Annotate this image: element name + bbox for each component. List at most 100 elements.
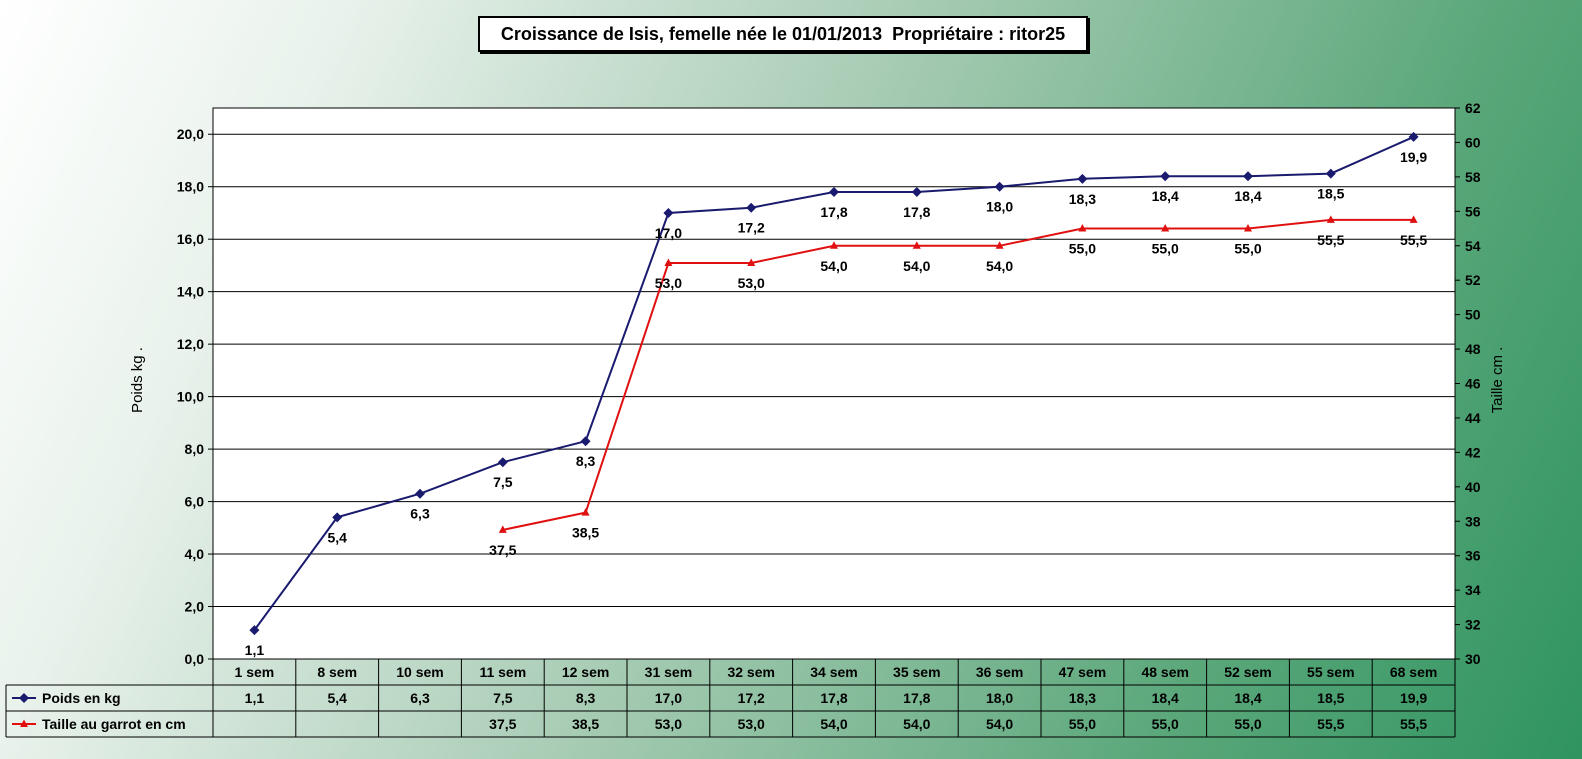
data-point — [1408, 131, 1419, 142]
table-cell: 18,5 — [1317, 690, 1344, 706]
data-label: 55,5 — [1317, 232, 1344, 248]
category-label: 10 sem — [396, 664, 443, 680]
table-cell: 55,0 — [1152, 716, 1179, 732]
legend-entry: Poids en kg — [42, 690, 121, 706]
right-tick-label: 34 — [1465, 582, 1481, 598]
table-cell: 6,3 — [410, 690, 430, 706]
table-cell: 17,8 — [903, 690, 930, 706]
data-label: 17,8 — [903, 204, 930, 220]
data-point — [994, 181, 1005, 192]
data-label: 55,0 — [1234, 241, 1261, 257]
data-table: 1 sem 8 sem 10 sem 11 sem 12 sem 31 sem 32 sem… — [5, 659, 1456, 738]
category-label: 68 sem — [1390, 664, 1437, 680]
table-cell: 18,4 — [1152, 690, 1179, 706]
data-point — [332, 512, 343, 523]
category-label: 12 sem — [562, 664, 609, 680]
data-label: 54,0 — [903, 258, 930, 274]
table-cell: 55,0 — [1234, 716, 1261, 732]
data-point — [664, 258, 673, 266]
category-label: 55 sem — [1307, 664, 1354, 680]
plot-area — [212, 107, 1456, 660]
left-tick-label: 4,0 — [185, 546, 205, 562]
category-label: 1 sem — [235, 664, 275, 680]
table-cell: 5,4 — [327, 690, 347, 706]
category-label: 8 sem — [317, 664, 357, 680]
data-label: 19,9 — [1400, 149, 1427, 165]
legend-entry: Taille au garrot en cm — [42, 716, 186, 732]
right-tick-label: 38 — [1465, 513, 1481, 529]
data-label: 18,0 — [986, 199, 1013, 215]
right-tick-label: 62 — [1465, 100, 1481, 116]
right-tick-label: 30 — [1465, 651, 1481, 667]
left-tick-label: 18,0 — [177, 179, 204, 195]
table-cell: 38,5 — [572, 716, 599, 732]
gridlines — [213, 133, 1455, 608]
data-point — [830, 241, 838, 249]
data-point — [1326, 215, 1335, 223]
data-label: 8,3 — [576, 453, 596, 469]
data-point — [1161, 224, 1170, 232]
series-line-1 — [502, 218, 1414, 531]
table-cell: 18,3 — [1069, 690, 1096, 706]
left-tick-label: 16,0 — [177, 231, 204, 247]
data-label: 18,5 — [1317, 186, 1344, 202]
data-labels: 1,1 5,4 6,3 7,5 8,3 17,0 17,2 17,8 17,8 18,0 18,3 1… — [245, 149, 1428, 658]
category-label: 35 sem — [893, 664, 940, 680]
table-cell: 18,4 — [1234, 690, 1261, 706]
data-point — [581, 508, 590, 516]
data-point — [1160, 171, 1171, 182]
data-point — [663, 207, 674, 218]
left-tick-label: 10,0 — [177, 389, 204, 405]
data-point — [1325, 168, 1336, 179]
table-cell: 18,0 — [986, 690, 1013, 706]
category-label: 34 sem — [810, 664, 857, 680]
data-label: 38,5 — [572, 525, 599, 541]
right-tick-label: 56 — [1465, 203, 1481, 219]
table-cell: 53,0 — [738, 716, 765, 732]
right-tick-label: 48 — [1465, 341, 1481, 357]
data-label: 17,0 — [655, 225, 682, 241]
left-tick-label: 8,0 — [185, 441, 205, 457]
legend-marker — [19, 693, 29, 703]
table-cell: 17,0 — [655, 690, 682, 706]
right-tick-label: 58 — [1465, 169, 1481, 185]
data-label: 54,0 — [820, 258, 847, 274]
category-label: 47 sem — [1059, 664, 1106, 680]
data-point — [746, 202, 757, 213]
table-cell: 55,5 — [1400, 716, 1427, 732]
table-cell: 17,8 — [820, 690, 847, 706]
table-cell: 55,0 — [1069, 716, 1096, 732]
data-label: 18,4 — [1152, 188, 1179, 204]
data-label: 53,0 — [738, 275, 765, 291]
category-label: 11 sem — [479, 664, 526, 680]
right-tick-label: 46 — [1465, 376, 1481, 392]
left-axis-ticks: 0,0 2,0 4,0 6,0 8,0 10,0 12,0 14,0 16,0 18,0 20,0 — [177, 126, 213, 667]
data-point — [497, 457, 508, 468]
chart-title: Croissance de Isis, femelle née le 01/01… — [478, 16, 1088, 52]
right-tick-label: 32 — [1465, 617, 1481, 633]
table-cell: 54,0 — [903, 716, 930, 732]
table-cell: 17,2 — [738, 690, 765, 706]
data-point — [912, 241, 921, 249]
category-label: 48 sem — [1141, 664, 1188, 680]
series-layer — [249, 131, 1419, 636]
data-label: 6,3 — [410, 506, 430, 522]
data-label: 55,5 — [1400, 232, 1427, 248]
left-tick-label: 2,0 — [185, 599, 205, 615]
category-label: 32 sem — [727, 664, 774, 680]
right-tick-label: 50 — [1465, 307, 1481, 323]
data-point — [498, 525, 507, 533]
table-cell: 55,5 — [1317, 716, 1344, 732]
data-point — [249, 625, 260, 636]
table-cell: 54,0 — [986, 716, 1013, 732]
data-point — [415, 488, 425, 499]
data-label: 53,0 — [655, 275, 682, 291]
plot-background — [212, 107, 1456, 660]
table-cell: 53,0 — [655, 716, 682, 732]
left-tick-label: 14,0 — [177, 284, 204, 300]
category-label: 52 sem — [1224, 664, 1271, 680]
data-point — [580, 436, 591, 447]
right-tick-label: 54 — [1465, 238, 1481, 254]
data-label: 17,2 — [738, 220, 765, 236]
data-point — [1243, 171, 1253, 182]
